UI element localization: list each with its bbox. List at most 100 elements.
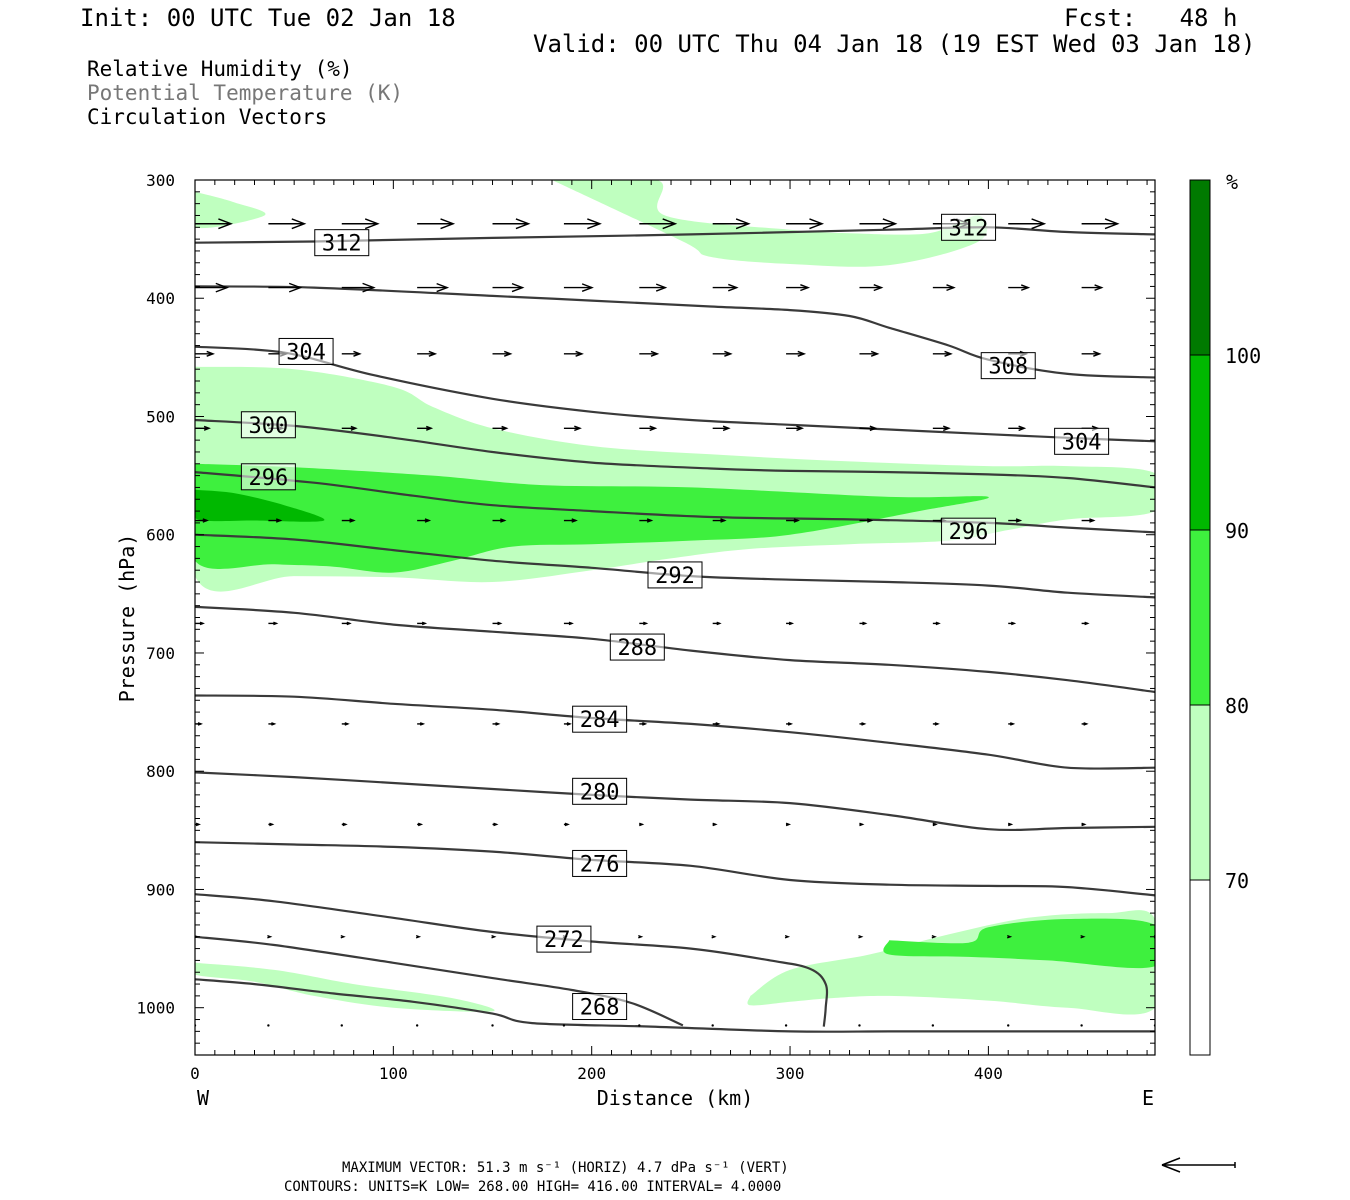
reference-vector-icon <box>1161 1157 1236 1173</box>
circulation-vector <box>340 934 346 939</box>
vector-dot <box>931 1024 935 1027</box>
vector-head <box>1018 425 1027 432</box>
vector-head <box>199 621 205 626</box>
circulation-vector <box>932 350 953 357</box>
circulation-vector <box>1155 285 1175 290</box>
circulation-vector <box>1155 351 1173 356</box>
circulation-vector <box>341 722 350 726</box>
circulation-vector <box>1081 218 1120 230</box>
init-time: Init: 00 UTC Tue 02 Jan 18 <box>80 4 456 32</box>
circulation-vector <box>859 518 874 523</box>
vector-head <box>1104 218 1120 230</box>
vector-head <box>1158 622 1161 624</box>
west-label: W <box>197 1086 210 1110</box>
y-tick-label: 400 <box>146 289 175 308</box>
circulation-vector <box>492 282 525 293</box>
circulation-vector <box>931 1024 935 1027</box>
vector-head <box>436 282 450 293</box>
vector-head <box>340 934 346 939</box>
circulation-vector <box>639 822 645 827</box>
contour-label: 296 <box>240 463 296 491</box>
vector-head <box>1165 426 1171 430</box>
vector-head <box>501 425 509 431</box>
colorbar-segment <box>1189 529 1211 706</box>
circulation-vector <box>1080 934 1086 939</box>
field-title-theta: Potential Temperature (K) <box>87 81 404 105</box>
circulation-vector <box>1008 621 1017 626</box>
circulation-vector <box>859 822 865 827</box>
circulation-vector <box>932 425 951 432</box>
vector-dot <box>1080 1024 1083 1027</box>
vector-head <box>1006 934 1013 939</box>
circulation-vector <box>341 822 348 827</box>
contour-label: 292 <box>647 561 703 589</box>
vector-head <box>415 934 422 939</box>
vector-head <box>574 425 582 432</box>
circulation-vector <box>1155 519 1167 522</box>
vector-head <box>206 350 215 357</box>
contour-label-text: 288 <box>617 636 657 661</box>
circulation-vector <box>932 284 956 292</box>
circulation-vector <box>1081 284 1104 291</box>
vector-head <box>349 518 356 523</box>
circulation-vector <box>563 283 594 292</box>
contour-label-box <box>572 993 628 1021</box>
circulation-vector <box>931 934 937 939</box>
circulation-vector <box>491 934 497 939</box>
vector-head <box>202 518 209 523</box>
vector-head <box>1163 519 1167 522</box>
circulation-vectors <box>195 218 1175 1027</box>
circulation-vector <box>786 218 825 230</box>
circulation-vector <box>417 518 432 523</box>
isentrope-288 <box>195 605 1155 694</box>
circulation-vector <box>1081 822 1087 827</box>
field-title-vectors: Circulation Vectors <box>87 105 328 129</box>
contour-label: 284 <box>572 705 628 733</box>
vector-head <box>267 934 273 939</box>
vector-head <box>197 722 203 726</box>
vector-head <box>796 425 805 432</box>
contour-label: 272 <box>536 925 592 953</box>
circulation-vector <box>492 621 503 626</box>
vector-head <box>344 722 350 726</box>
vector-head <box>646 518 654 523</box>
rh-region-70 <box>195 962 495 1012</box>
vector-head <box>1084 621 1090 626</box>
vector-head <box>643 621 649 626</box>
vector-head <box>566 722 572 726</box>
circulation-vector <box>859 350 880 357</box>
circulation-vector <box>1155 426 1171 430</box>
contour-label-text: 304 <box>1062 430 1102 455</box>
contour-label-box <box>278 337 334 365</box>
circulation-vector <box>639 350 660 357</box>
contour-label-text: 304 <box>286 340 326 365</box>
circulation-vector <box>563 621 574 626</box>
isentrope-300 <box>195 418 1155 489</box>
isentrope-276 <box>195 841 1155 897</box>
vector-dot <box>415 1024 419 1027</box>
circulation-vector <box>268 282 303 293</box>
circulation-vector <box>932 722 940 726</box>
colorbar-level-label: 70 <box>1225 869 1249 893</box>
vector-head <box>711 934 717 939</box>
contour-label-text: 272 <box>544 928 584 953</box>
colorbar-segment <box>1189 179 1211 356</box>
contour-label: 268 <box>572 993 628 1021</box>
isentropes <box>195 226 1155 1033</box>
vector-head <box>275 518 283 523</box>
circulation-vector <box>1080 1024 1083 1027</box>
vector-head <box>564 822 570 827</box>
contour-label-box <box>240 411 296 439</box>
colorbar-segment <box>1189 354 1211 531</box>
vector-head <box>728 283 739 292</box>
circulation-vector <box>1155 723 1160 725</box>
vector-head <box>215 282 229 293</box>
vector-head <box>288 282 303 293</box>
y-tick-label: 600 <box>146 526 175 545</box>
circulation-vector <box>341 350 362 357</box>
contour-label: 288 <box>609 633 665 661</box>
circulation-vector <box>563 518 578 523</box>
vector-head <box>1020 284 1031 291</box>
vector-head <box>346 621 352 626</box>
